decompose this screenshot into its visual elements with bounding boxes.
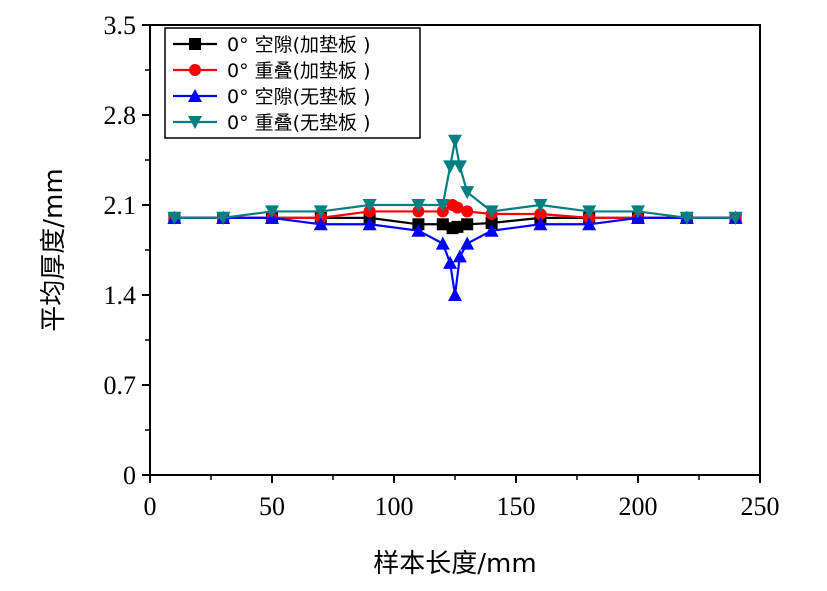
data-point bbox=[728, 211, 743, 225]
y-axis-title: 平均厚度/mm bbox=[39, 168, 69, 331]
data-point bbox=[167, 211, 182, 225]
data-point bbox=[631, 205, 645, 219]
legend: 0° 空隙(加垫板 ) 0° 重叠(加垫板 ) 0° 空隙(无垫板 ) 0° 重叠(无… bbox=[164, 27, 421, 139]
series-1 bbox=[168, 211, 742, 235]
data-point bbox=[534, 208, 547, 220]
data-point bbox=[452, 160, 467, 174]
legend-label: 0° 重叠(无垫板 ) bbox=[227, 112, 371, 134]
data-point bbox=[460, 236, 475, 250]
x-tick-label: 100 bbox=[375, 492, 414, 521]
data-point bbox=[451, 220, 464, 233]
data-point bbox=[451, 201, 464, 214]
y-tick-label: 2.1 bbox=[104, 191, 137, 220]
data-point bbox=[582, 205, 597, 219]
data-point bbox=[448, 134, 462, 148]
data-point bbox=[533, 217, 548, 231]
data-point bbox=[582, 217, 597, 231]
x-tick-label: 50 bbox=[259, 492, 285, 521]
x-tick-label: 250 bbox=[741, 492, 780, 521]
legend-box bbox=[164, 27, 421, 139]
legend-marker bbox=[188, 89, 202, 102]
legend-item: 0° 重叠(无垫板 ) bbox=[173, 112, 371, 134]
legend-label: 0° 空隙(加垫板 ) bbox=[227, 34, 371, 56]
x-axis-title: 样本长度/mm bbox=[373, 549, 536, 579]
legend-item: 0° 空隙(无垫板 ) bbox=[173, 86, 371, 108]
data-point bbox=[313, 205, 328, 219]
legend-item: 0° 重叠(加垫板 ) bbox=[173, 60, 371, 82]
series-4 bbox=[167, 134, 743, 225]
data-point bbox=[679, 211, 694, 225]
data-point bbox=[452, 249, 467, 263]
plot-series bbox=[167, 134, 743, 301]
data-point bbox=[448, 288, 462, 301]
data-point bbox=[443, 255, 458, 269]
y-tick-label: 0.7 bbox=[104, 371, 137, 400]
y-tick-label: 2.8 bbox=[104, 101, 137, 130]
legend-marker bbox=[189, 38, 201, 50]
data-point bbox=[265, 205, 279, 219]
x-tick-label: 0 bbox=[144, 492, 157, 521]
data-point bbox=[460, 186, 475, 200]
data-point bbox=[435, 199, 450, 212]
data-point bbox=[461, 205, 474, 218]
data-point bbox=[411, 199, 426, 212]
data-point bbox=[313, 217, 328, 231]
data-point bbox=[362, 217, 377, 231]
data-point bbox=[443, 160, 458, 174]
series-2 bbox=[168, 199, 742, 224]
data-point bbox=[461, 218, 474, 231]
axes: 0 50 100 150 200 250 0 0.7 1.4 2.1 2.8 3.5 bbox=[104, 11, 780, 521]
legend-label: 0° 空隙(无垫板 ) bbox=[227, 86, 371, 108]
legend-marker bbox=[189, 64, 201, 76]
data-point bbox=[411, 223, 426, 237]
legend-label: 0° 重叠(加垫板 ) bbox=[227, 60, 371, 82]
x-tick-label: 200 bbox=[619, 492, 658, 521]
data-point bbox=[216, 211, 231, 225]
data-point bbox=[484, 223, 499, 237]
data-point bbox=[435, 236, 450, 250]
y-tick-label: 0 bbox=[123, 461, 136, 490]
data-point bbox=[533, 199, 548, 212]
legend-item: 0° 空隙(加垫板 ) bbox=[173, 34, 371, 56]
y-tick-label: 1.4 bbox=[104, 281, 137, 310]
data-point bbox=[484, 205, 499, 219]
legend-marker bbox=[188, 116, 202, 129]
data-point bbox=[436, 218, 449, 231]
data-point bbox=[362, 199, 377, 212]
x-tick-label: 150 bbox=[497, 492, 536, 521]
y-tick-label: 3.5 bbox=[104, 11, 137, 40]
data-point bbox=[485, 217, 498, 229]
